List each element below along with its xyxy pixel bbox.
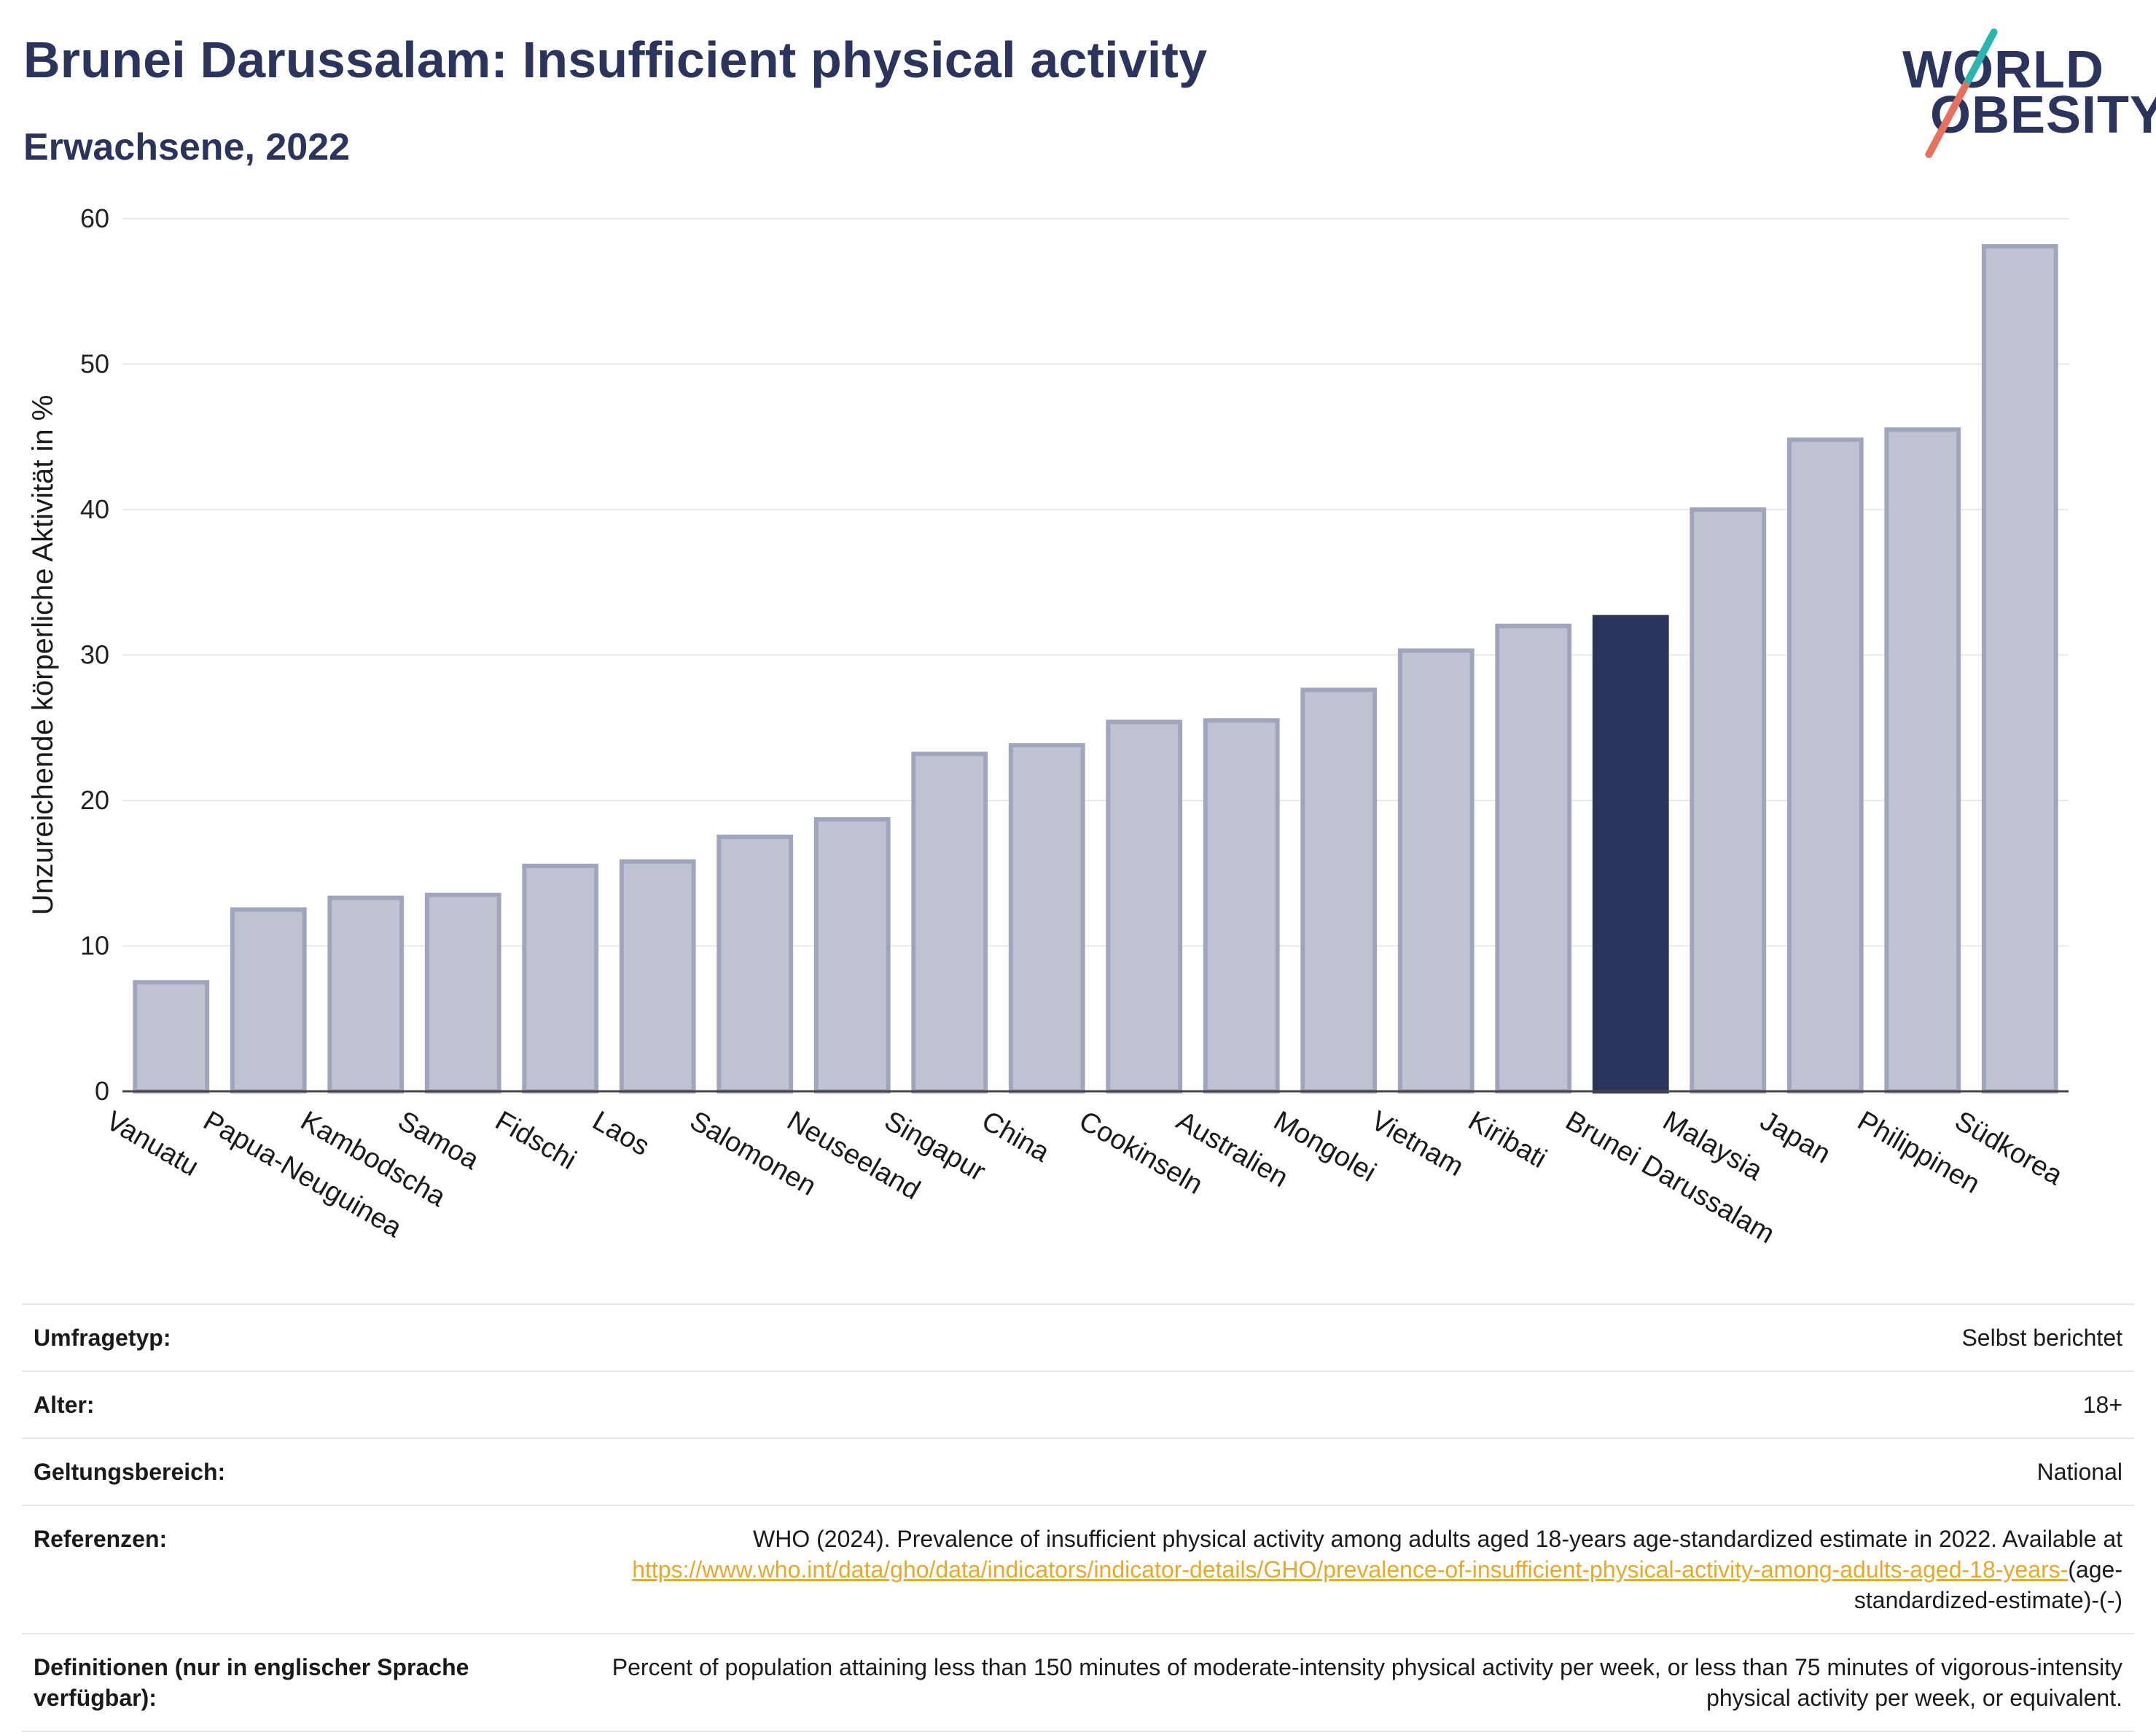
y-tick-label: 60 xyxy=(80,203,109,233)
meta-row-references: Referenzen: WHO (2024). Prevalence of in… xyxy=(22,1505,2134,1633)
bar xyxy=(1884,427,1961,1093)
bar xyxy=(424,892,501,1093)
y-tick-label: 0 xyxy=(95,1076,109,1106)
scope-label: Geltungsbereich: xyxy=(34,1459,226,1485)
y-tick-label: 20 xyxy=(80,785,109,815)
bar xyxy=(1203,718,1280,1094)
meta-row-definitions: Definitionen (nur in englischer Sprache … xyxy=(22,1633,2134,1732)
meta-row-scope: Geltungsbereich: National xyxy=(22,1438,2134,1505)
bar xyxy=(813,816,891,1093)
bar xyxy=(619,859,696,1093)
x-tick-label: Vanuatu xyxy=(101,1105,203,1182)
page-title: Brunei Darussalam: Insufficient physical… xyxy=(23,31,1208,88)
x-tick-label: Laos xyxy=(587,1105,655,1162)
y-tick-label: 30 xyxy=(80,640,109,670)
references-suffix: (age-standardized-estimate)-(-) xyxy=(1854,1556,2122,1613)
references-value: WHO (2024). Prevalence of insufficient p… xyxy=(544,1524,2122,1615)
bar xyxy=(911,752,988,1093)
references-link[interactable]: https://www.who.int/data/gho/data/indica… xyxy=(632,1556,2069,1583)
bar xyxy=(1690,507,1767,1093)
survey-type-label: Umfragetyp: xyxy=(34,1325,171,1351)
world-obesity-logo: WORLD OBESITY xyxy=(1902,22,2156,160)
scope-value: National xyxy=(2036,1459,2122,1485)
chart-grid xyxy=(122,218,2069,1092)
logo-text-line1: WORLD xyxy=(1902,41,2104,99)
definitions-value: Percent of population attaining less tha… xyxy=(612,1654,2122,1711)
bar xyxy=(327,895,405,1093)
survey-type-value: Selbst berichtet xyxy=(1961,1325,2122,1351)
bar xyxy=(1300,687,1378,1093)
y-tick-label: 40 xyxy=(80,494,109,524)
meta-row-survey: Umfragetyp: Selbst berichtet xyxy=(22,1303,2134,1371)
bar xyxy=(716,834,794,1093)
x-tick-label: Kiribati xyxy=(1463,1105,1552,1174)
y-axis-title: Unzureichende körperliche Aktivität in % xyxy=(27,395,59,916)
bar-chart: 0 10 20 30 40 50 60 VanuatuPapua-NeuguineaKamb… xyxy=(27,203,2069,1249)
bar xyxy=(1495,623,1572,1093)
references-label: Referenzen: xyxy=(34,1526,168,1552)
y-tick-label: 50 xyxy=(80,349,109,379)
x-tick-label: Fidschi xyxy=(490,1105,581,1176)
bar xyxy=(1592,615,1669,1093)
meta-row-age: Alter: 18+ xyxy=(22,1371,2134,1438)
age-label: Alter: xyxy=(34,1392,95,1418)
chart-bars xyxy=(133,243,2058,1094)
bar xyxy=(133,980,210,1093)
page-subtitle: Erwachsene, 2022 xyxy=(23,126,351,168)
y-axis-ticks: 0 10 20 30 40 50 60 xyxy=(80,203,109,1106)
definitions-label: Definitionen (nur in englischer Sprache … xyxy=(34,1654,469,1711)
x-tick-label: Vietnam xyxy=(1366,1105,1469,1182)
bar xyxy=(522,863,599,1094)
bar xyxy=(1786,437,1864,1093)
logo-text-line2: OBESITY xyxy=(1930,86,2156,144)
references-text: WHO (2024). Prevalence of insufficient p… xyxy=(753,1526,2122,1552)
bar xyxy=(1981,243,2058,1093)
bar xyxy=(1106,720,1183,1094)
bar xyxy=(1008,743,1085,1093)
age-value: 18+ xyxy=(2082,1392,2122,1418)
bar xyxy=(1397,648,1475,1093)
bar xyxy=(230,907,307,1093)
y-tick-label: 10 xyxy=(80,931,109,961)
metadata-table: Umfragetyp: Selbst berichtet Alter: 18+ … xyxy=(22,1303,2134,1732)
